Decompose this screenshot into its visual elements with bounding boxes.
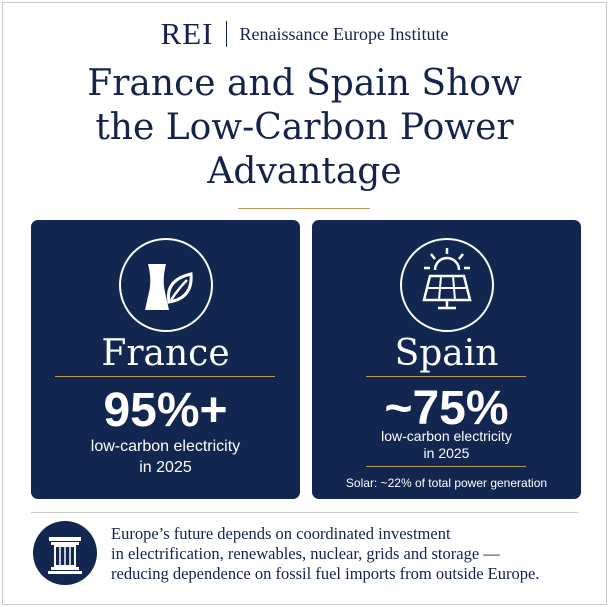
footer-line: Europe’s future depends on coordinated i… [111, 524, 451, 543]
headline-value: ~75% [384, 382, 509, 435]
brand-header: REI Renaissance Europe Institute [0, 18, 609, 49]
card-divider [366, 376, 526, 377]
subtitle-line: low-carbon electricity [90, 438, 241, 455]
brand-divider [225, 20, 227, 47]
title-line: France and Spain Show [87, 63, 522, 104]
subtitle-line: in 2025 [139, 459, 192, 476]
title-divider [238, 208, 370, 209]
brand-mark: REI [160, 16, 214, 51]
footer-divider [31, 512, 578, 513]
brand-name: Renaissance Europe Institute [239, 23, 449, 44]
card-divider [366, 466, 526, 467]
footer-line: reducing dependence on fossil fuel impor… [111, 564, 540, 583]
country-name: France [101, 333, 230, 374]
solar-panel-icon [400, 238, 494, 332]
card-divider [55, 376, 275, 377]
title-line: Advantage [207, 151, 402, 192]
france-card: France 95%+ low-carbon electricity in 20… [31, 220, 300, 499]
page-title: France and Spain Show the Low-Carbon Pow… [0, 62, 609, 194]
solar-note: Solar: ~22% of total power generation [345, 476, 548, 490]
country-name: Spain [394, 333, 499, 374]
footer-message: Europe’s future depends on coordinated i… [111, 524, 591, 584]
title-line: the Low-Carbon Power [95, 107, 514, 148]
pillar-icon [33, 521, 97, 585]
spain-card: Spain ~75% low-carbon electricity in 202… [312, 220, 581, 499]
headline-value: 95%+ [103, 384, 228, 437]
nuclear-leaf-icon [119, 238, 213, 332]
subtitle-line: in 2025 [423, 445, 470, 461]
subtitle-line: low-carbon electricity [381, 428, 512, 444]
footer-line: in electrification, renewables, nuclear,… [111, 544, 500, 563]
